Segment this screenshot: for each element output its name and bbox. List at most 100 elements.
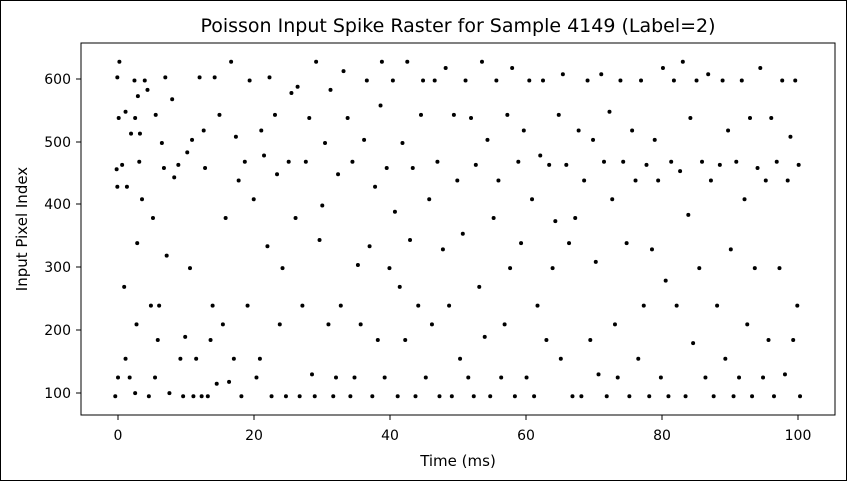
- spike-point: [333, 375, 338, 380]
- spike-point: [210, 303, 215, 308]
- spike-point: [367, 244, 372, 249]
- spike-point: [187, 266, 192, 271]
- spike-point: [205, 394, 210, 399]
- spike-point: [588, 337, 593, 342]
- spike-point: [570, 394, 575, 399]
- spike-point: [532, 394, 537, 399]
- spike-point: [242, 159, 247, 164]
- spike-point: [777, 266, 782, 271]
- spike-point: [362, 137, 367, 142]
- spike-point: [547, 162, 552, 167]
- spike-point: [544, 337, 549, 342]
- spike-point: [289, 91, 294, 96]
- spike-point: [771, 394, 776, 399]
- spike-point: [155, 337, 160, 342]
- spike-point: [113, 394, 118, 399]
- spike-point: [711, 394, 716, 399]
- spike-point: [379, 59, 384, 64]
- spike-point: [715, 303, 720, 308]
- spike-point: [117, 59, 122, 64]
- spike-point: [496, 178, 501, 183]
- spike-point: [259, 128, 264, 133]
- spike-point: [723, 356, 728, 361]
- spike-point: [265, 244, 270, 249]
- spike-point: [731, 394, 736, 399]
- spike-point: [286, 159, 291, 164]
- spike-point: [463, 78, 468, 83]
- spike-point: [585, 78, 590, 83]
- spike-point: [630, 128, 635, 133]
- spike-point: [755, 166, 760, 171]
- spike-point: [541, 78, 545, 83]
- spike-point: [382, 375, 387, 380]
- spike-point: [132, 78, 137, 83]
- spike-point: [763, 178, 768, 183]
- spike-point: [494, 78, 499, 83]
- spike-point: [512, 394, 517, 399]
- spike-point: [167, 391, 172, 396]
- spike-point: [782, 372, 787, 377]
- spike-point: [227, 379, 232, 384]
- spike-point: [649, 247, 654, 252]
- spike-point: [137, 131, 142, 136]
- spike-point: [788, 134, 793, 139]
- x-tick-label-20: 20: [245, 428, 263, 444]
- spike-point: [558, 356, 563, 361]
- spike-point: [658, 375, 663, 380]
- spike-point: [159, 141, 164, 146]
- spike-point: [338, 303, 343, 308]
- spike-point: [633, 178, 638, 183]
- spike-point: [550, 266, 555, 271]
- spike-point: [739, 78, 744, 83]
- spike-point: [576, 128, 581, 133]
- spike-point: [229, 59, 234, 64]
- spike-point: [610, 197, 615, 202]
- spike-point: [114, 167, 119, 172]
- x-tick-label-80: 80: [653, 428, 671, 444]
- spike-point: [208, 337, 213, 342]
- spike-point: [370, 394, 375, 399]
- spike-point: [421, 78, 426, 83]
- spike-point: [140, 197, 145, 202]
- spike-point: [524, 375, 529, 380]
- spike-point: [720, 78, 725, 83]
- spike-point: [350, 159, 355, 164]
- plot-area: [80, 42, 836, 416]
- spike-point: [612, 322, 617, 327]
- spike-point: [181, 394, 186, 399]
- spike-point: [706, 72, 711, 77]
- spike-point: [510, 66, 515, 71]
- spike-point: [405, 59, 410, 64]
- spike-point: [403, 337, 408, 342]
- spike-point: [780, 78, 785, 83]
- spike-point: [124, 184, 129, 189]
- spike-point: [691, 341, 696, 346]
- spike-point: [660, 66, 665, 71]
- y-tick-label-100: 100: [44, 386, 71, 402]
- spike-point: [408, 237, 413, 242]
- spike-point: [123, 356, 128, 361]
- spike-point: [307, 116, 312, 121]
- spike-point: [348, 394, 353, 399]
- spike-point: [674, 303, 679, 308]
- spike-point: [669, 159, 674, 164]
- spike-point: [437, 394, 442, 399]
- y-tick-label-300: 300: [44, 260, 71, 276]
- spike-point: [502, 322, 507, 327]
- spike-point: [697, 266, 702, 271]
- spike-point: [317, 237, 322, 242]
- spike-point: [527, 78, 532, 83]
- spike-point: [652, 137, 657, 142]
- x-tick-label-40: 40: [381, 428, 399, 444]
- spike-point: [293, 216, 298, 221]
- spike-point: [137, 159, 142, 164]
- spike-point: [671, 78, 676, 83]
- spike-point: [201, 128, 206, 133]
- y-axis-label: Input Pixel Index: [13, 167, 31, 291]
- spike-point: [435, 159, 440, 164]
- spike-point: [123, 109, 128, 114]
- spike-point: [400, 141, 405, 146]
- spike-point: [656, 178, 661, 183]
- spike-point: [134, 322, 139, 327]
